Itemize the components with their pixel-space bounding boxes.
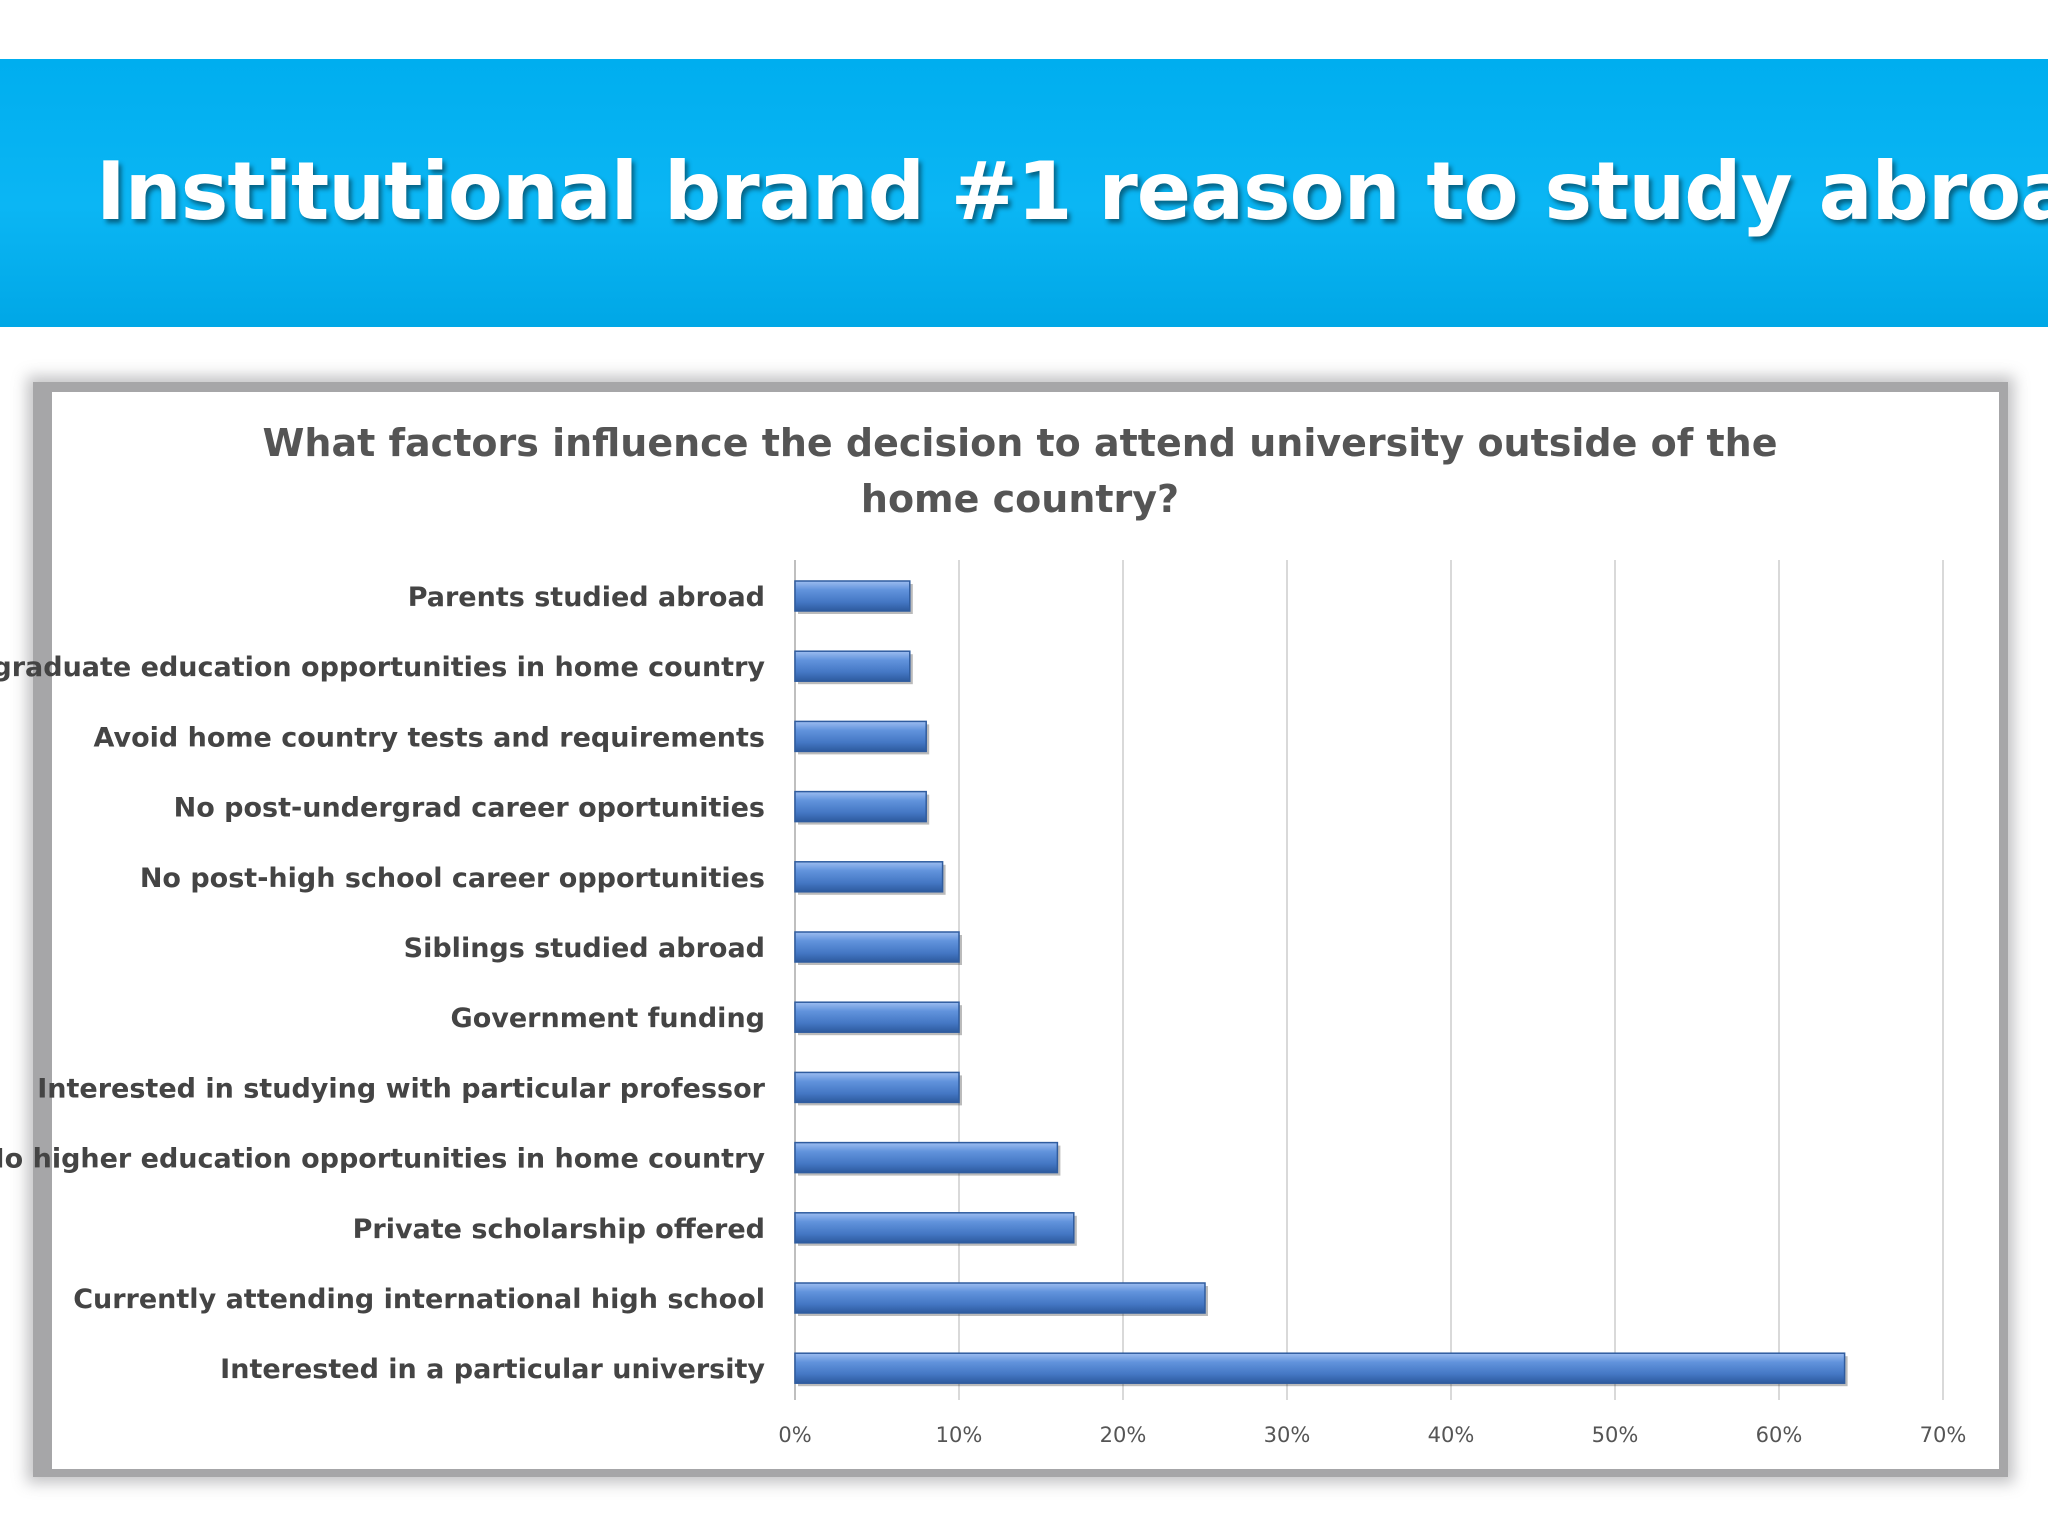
category-label: Avoid home country tests and requirement… bbox=[94, 722, 765, 753]
category-label: Interested in studying with particular p… bbox=[37, 1073, 765, 1104]
x-tick-label: 40% bbox=[1428, 1423, 1475, 1447]
category-label: Government funding bbox=[451, 1003, 765, 1034]
category-label: Siblings studied abroad bbox=[404, 933, 765, 964]
bar bbox=[794, 861, 944, 893]
bar bbox=[794, 1141, 1059, 1174]
category-label: Parents studied abroad bbox=[408, 582, 765, 613]
bar bbox=[794, 790, 927, 823]
x-tick-label: 30% bbox=[1264, 1423, 1311, 1447]
x-tick-label: 20% bbox=[1100, 1423, 1147, 1447]
bar bbox=[794, 1071, 960, 1104]
category-label: No higher education opportunities in hom… bbox=[0, 1144, 765, 1175]
category-label: Currently attending international high s… bbox=[73, 1284, 765, 1315]
category-label: Private scholarship offered bbox=[353, 1214, 765, 1245]
category-label: No graduate education opportunities in h… bbox=[0, 652, 765, 683]
bar bbox=[794, 1282, 1206, 1314]
category-label: Interested in a particular university bbox=[220, 1354, 765, 1385]
title-banner bbox=[0, 59, 2048, 327]
bar bbox=[794, 931, 960, 963]
bar bbox=[794, 1212, 1075, 1244]
category-label: No post-undergrad career oportunities bbox=[174, 793, 765, 824]
x-tick-label: 50% bbox=[1592, 1423, 1639, 1447]
x-tick-label: 10% bbox=[936, 1423, 983, 1447]
bar bbox=[794, 580, 911, 612]
x-tick-label: 60% bbox=[1756, 1423, 1803, 1447]
bar bbox=[794, 720, 927, 753]
bar bbox=[794, 650, 911, 682]
category-label: No post-high school career opportunities bbox=[140, 863, 765, 894]
chart-title: What factors influence the decision to a… bbox=[262, 421, 1778, 521]
bar bbox=[794, 1001, 960, 1033]
x-tick-label: 70% bbox=[1920, 1423, 1967, 1447]
bar bbox=[794, 1352, 1846, 1384]
slide-title: Institutional brand #1 reason to study a… bbox=[96, 145, 2048, 238]
x-tick-label: 0% bbox=[778, 1423, 811, 1447]
